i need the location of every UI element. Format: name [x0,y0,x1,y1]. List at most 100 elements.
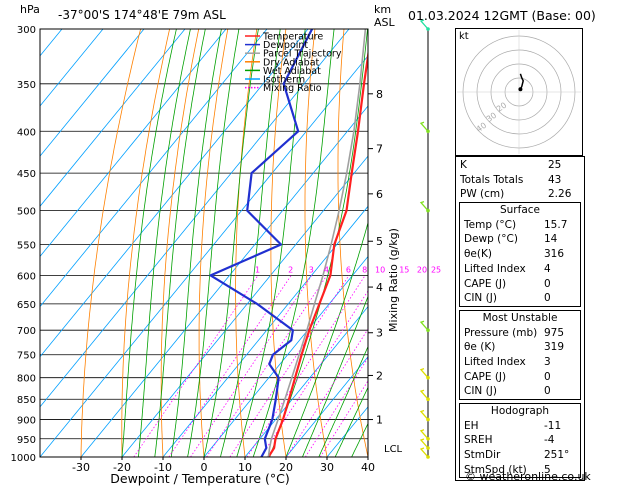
wet-adiabat [154,29,206,457]
mixing-ratio-label: 3 [309,265,314,274]
pressure-tick-label: 600 [17,271,36,282]
dry-adiabat [304,29,328,457]
mixing-ratio-line [206,275,328,457]
hodograph-storm-marker [518,87,523,92]
mixing-ratio-line [190,275,313,457]
indices-panel: K 25 Totals Totals 43 PW (cm) 2.26 Surface … [455,156,585,482]
wind-barb-dot [426,328,430,333]
temperature-tick-label: -20 [113,461,131,474]
temperature-tick-label: -10 [154,461,172,474]
dry-adiabat [401,29,450,457]
legend-entry: Temperature [262,32,323,43]
dry-adiabat [80,29,141,457]
legend-entry: Isotherm [263,75,305,86]
wind-barb-dot [426,397,430,402]
isotherm [80,105,368,457]
wind-barb-dot [426,455,430,459]
mixing-ratio-line [133,275,259,457]
pressure-tick-label: 500 [17,207,36,218]
temperature-tick-label: 10 [238,461,252,474]
pressure-tick-label: 1000 [11,453,36,464]
wind-barb [419,320,429,331]
mixing-ratio-line [229,275,350,457]
pressure-tick-label: 900 [17,416,36,427]
series-temperature [267,48,368,457]
wet-adiabat [285,221,368,457]
mixing-ratio-line [246,275,366,457]
index-row: PW (cm) 2.26 [460,188,572,201]
km-tick-label: 1 [376,414,383,427]
datetime-title: 01.03.2024 12GMT (Base: 00) [408,8,596,23]
wet-adiabat [302,295,368,457]
km-tick-label: 7 [376,143,383,156]
pressure-tick-label: 300 [17,25,36,36]
isotherm [40,55,368,457]
wind-barb [419,429,429,440]
km-tick-label: 2 [376,369,383,382]
mixing-ratio-label: 1 [255,265,260,274]
legend-entry: Dewpoint [263,40,308,51]
isotherm [285,356,368,457]
index-row: Totals Totals 43 [460,173,562,186]
pressure-tick-label: 700 [17,326,36,337]
km-tick-label: 3 [376,327,383,340]
mixing-ratio-line [319,380,368,457]
location-title: -37°00'S 174°48'E 79m ASL [58,8,226,22]
hodograph-trace [519,73,524,90]
wind-barb-dot [426,375,430,380]
mixing-ratio-line [305,356,368,457]
dry-adiabat [160,29,200,457]
wind-barb-dot [426,436,430,441]
mixing-ratio-label: 20 [417,265,427,274]
isotherm [203,255,368,457]
legend-entry: Mixing Ratio [263,83,322,94]
legend-entry: Parcel Trajectory [263,49,342,60]
mixing-ratio-label: 10 [375,265,385,274]
temperature-tick-label: 20 [279,461,293,474]
dry-adiabat [606,29,629,457]
surface-section: Surface Temp (°C) 15.7 Dewp (°C) 14 θe(K) 3… [459,202,581,307]
isotherm [40,29,145,157]
pressure-tick-label: 950 [17,435,36,446]
mixing-ratio-label: 25 [431,265,441,274]
wind-barb-dot [426,27,430,31]
wet-adiabat [138,29,191,457]
isotherm [244,305,368,457]
wind-barb-dot [426,129,430,134]
mixing-ratio-axis-label: Mixing Ratio (g/kg) [387,228,400,332]
hodograph-stats-section: Hodograph EH -11 SREH -4 StmDir 251° StmSpd… [459,403,581,479]
x-axis-label: Dewpoint / Temperature (°C) [110,471,289,486]
wind-barb [419,438,429,449]
index-row: K 25 [460,159,562,171]
hodograph-stats-title: Hodograph [490,405,550,417]
wet-adiabat [187,29,240,457]
isotherm [40,29,186,207]
mixing-ratio-label: 8 [362,265,367,274]
hpa-label: hPa [20,3,40,16]
pressure-tick-label: 350 [17,80,36,91]
pressure-tick-label: 800 [17,374,36,385]
wind-barb [419,409,429,420]
wind-barb [419,200,429,212]
series-parcel-trajectory [267,29,367,457]
wind-barb [419,121,429,132]
wind-barb [419,19,429,30]
wet-adiabat [334,386,368,457]
wind-barb [419,368,429,379]
most-unstable-title: Most Unstable [482,311,558,324]
mixing-ratio-label: 2 [288,265,293,274]
pressure-tick-label: 750 [17,351,36,362]
pressure-tick-label: 450 [17,169,36,180]
km-tick-label: 8 [376,88,383,101]
lcl-label: LCL [384,444,403,455]
mixing-ratio-label: 6 [346,265,351,274]
legend-entry: Wet Adiabat [263,66,321,77]
pressure-tick-label: 850 [17,395,36,406]
copyright-footer: © weatheronline.co.uk [465,470,591,483]
dry-adiabat [337,29,368,457]
wind-barb-dot [426,417,430,422]
km-tick-label: 5 [376,235,383,248]
wind-barb [419,447,429,458]
